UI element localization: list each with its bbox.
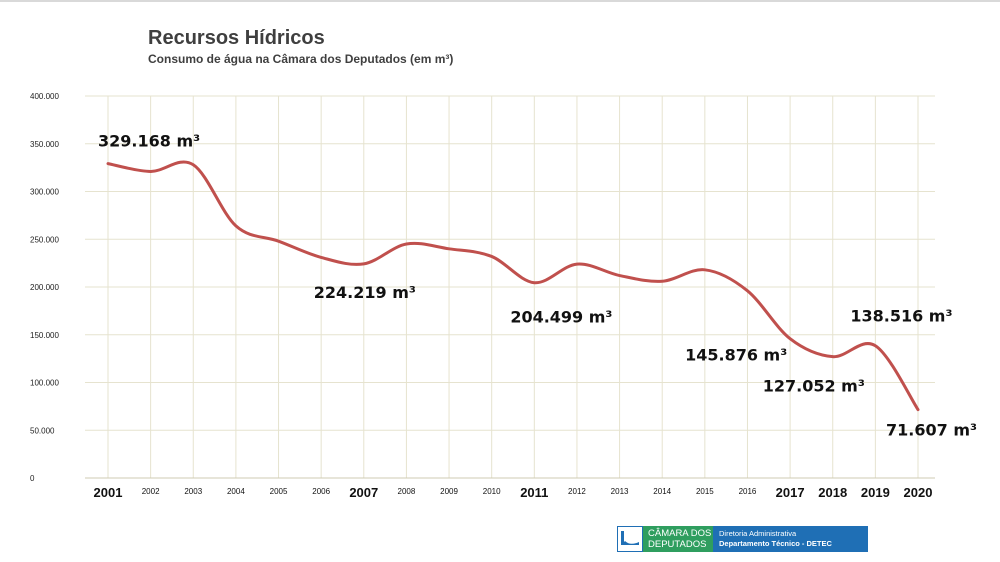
chart-subtitle: Consumo de água na Câmara dos Deputados … <box>148 52 454 66</box>
data-label-2018: 127.052 m³ <box>763 377 865 396</box>
y-tick-label: 100.000 <box>30 379 59 388</box>
data-label-2007: 224.219 m³ <box>314 283 416 302</box>
x-axis-ticks: 2001 2002 2003 2004 2005 2006 2007 2008 2009 2010… <box>94 485 933 500</box>
logo-dept2: Departamento Técnico - DETEC <box>719 539 832 548</box>
y-tick-label: 50.000 <box>30 426 55 435</box>
logo-line2: DEPUTADOS <box>648 539 707 550</box>
x-tick-label: 2007 <box>349 485 378 500</box>
y-axis-ticks: 0 50.000 100.000 150.000 200.000 250.000 300.0… <box>30 92 59 483</box>
x-tick-label: 2008 <box>398 487 416 496</box>
chart-title: Recursos Hídricos <box>148 27 325 49</box>
logo-dept1: Diretoria Administrativa <box>719 529 797 538</box>
x-tick-label: 2019 <box>861 485 890 500</box>
data-labels: 329.168 m³ 224.219 m³ 204.499 m³ 145.876 m³… <box>98 132 977 440</box>
x-tick-label: 2015 <box>696 487 714 496</box>
y-tick-label: 0 <box>30 474 35 483</box>
logo-line1: CÂMARA DOS <box>648 528 712 539</box>
grid <box>85 95 935 479</box>
series-layer <box>106 160 920 412</box>
y-tick-label: 200.000 <box>30 283 59 292</box>
data-label-2001: 329.168 m³ <box>98 132 200 151</box>
x-tick-label: 2018 <box>818 485 847 500</box>
x-tick-label: 2002 <box>142 487 160 496</box>
x-tick-label: 2010 <box>483 487 501 496</box>
x-tick-label: 2006 <box>312 487 330 496</box>
data-label-2020: 71.607 m³ <box>886 421 977 440</box>
x-tick-label: 2012 <box>568 487 586 496</box>
x-tick-label: 2013 <box>611 487 629 496</box>
camara-logo: CÂMARA DOS DEPUTADOS Diretoria Administr… <box>617 526 868 552</box>
x-tick-label: 2017 <box>776 485 805 500</box>
x-tick-label: 2020 <box>904 485 933 500</box>
x-tick-label: 2001 <box>94 485 123 500</box>
x-tick-label: 2011 <box>520 485 548 500</box>
y-tick-label: 150.000 <box>30 331 59 340</box>
x-tick-label: 2004 <box>227 487 245 496</box>
x-tick-label: 2005 <box>270 487 288 496</box>
y-tick-label: 400.000 <box>30 92 59 101</box>
camara-logo-dept: Diretoria Administrativa Departamento Té… <box>713 526 868 552</box>
data-label-2011: 204.499 m³ <box>510 308 612 327</box>
top-rule <box>0 0 1000 2</box>
camara-logo-name: CÂMARA DOS DEPUTADOS <box>643 526 713 552</box>
x-tick-label: 2014 <box>653 487 671 496</box>
x-tick-label: 2016 <box>739 487 757 496</box>
data-label-2017: 145.876 m³ <box>685 346 787 365</box>
x-tick-label: 2009 <box>440 487 458 496</box>
data-label-2019: 138.516 m³ <box>850 307 952 326</box>
y-tick-label: 350.000 <box>30 140 59 149</box>
y-tick-label: 300.000 <box>30 188 59 197</box>
series-line <box>106 160 920 412</box>
y-tick-label: 250.000 <box>30 235 59 244</box>
camara-logo-icon <box>617 526 643 552</box>
x-tick-label: 2003 <box>184 487 202 496</box>
